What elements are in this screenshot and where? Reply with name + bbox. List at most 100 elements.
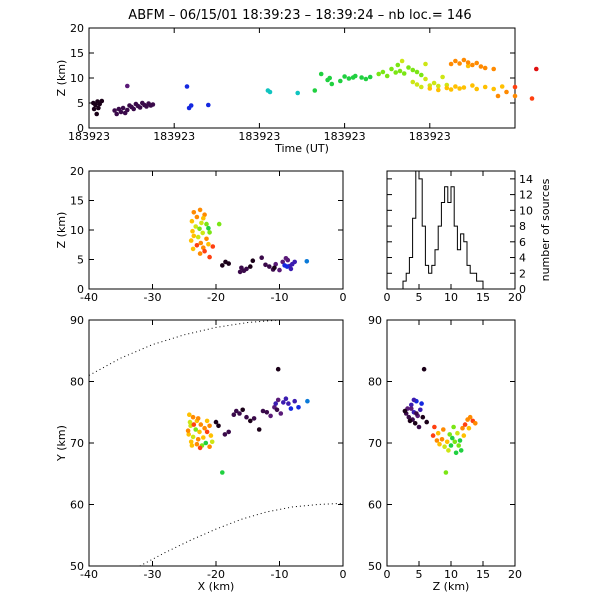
source-point (195, 416, 201, 421)
source-point (444, 85, 450, 91)
source-point (200, 230, 205, 236)
source-point (267, 264, 272, 269)
plot-frame (88, 27, 516, 129)
source-point (190, 414, 196, 420)
source-point (189, 443, 195, 448)
range-ring-curve (88, 319, 280, 376)
source-point (397, 68, 403, 74)
source-point (264, 410, 270, 415)
source-point (213, 419, 219, 425)
source-point (467, 414, 473, 420)
source-point (423, 76, 428, 82)
y-tick-label: 70 (70, 437, 84, 450)
source-point (295, 90, 301, 96)
source-point (268, 413, 273, 419)
source-point (275, 366, 281, 372)
x-tick-label: 10 (444, 291, 458, 304)
source-point (197, 251, 203, 256)
source-point (423, 61, 428, 67)
source-point (209, 439, 215, 445)
x-tick-label: 0 (384, 291, 391, 304)
source-point (448, 61, 454, 67)
source-point (187, 419, 193, 425)
source-point (448, 87, 454, 92)
source-point (207, 444, 212, 450)
figure-title: ABFM – 06/15/01 18:39:23 – 18:39:24 – nb… (128, 8, 471, 23)
source-point (456, 443, 462, 448)
x-tick-label: 0 (384, 568, 391, 581)
source-point (359, 75, 364, 80)
x-tick-label: 15 (476, 291, 490, 304)
source-point (292, 398, 298, 404)
y-tick-label: 2 (519, 267, 526, 280)
x-tick-label: 183923 (153, 130, 195, 143)
source-point (204, 221, 209, 227)
source-point (216, 423, 221, 429)
source-point (96, 105, 101, 111)
source-point (412, 421, 418, 426)
plot-frame (386, 319, 516, 567)
source-point (407, 418, 413, 424)
source-point (416, 424, 422, 430)
source-point (393, 70, 399, 75)
source-point (327, 75, 333, 81)
source-point (199, 220, 204, 226)
y-tick-label: 50 (70, 560, 84, 573)
source-point (452, 439, 458, 445)
source-point (443, 470, 449, 475)
source-point (401, 71, 407, 76)
source-point (434, 438, 440, 443)
x-tick-label: 15 (476, 568, 490, 581)
y-axis-label: number of sources (539, 178, 552, 281)
source-point (512, 84, 518, 90)
z-y-panel: 0 5 10 15 20 50 60 70 80 90 Z (km) (368, 314, 522, 593)
source-point (420, 414, 426, 420)
source-point (210, 244, 216, 249)
source-point (189, 218, 195, 224)
source-point (491, 66, 497, 72)
y-tick-label: 5 (77, 97, 84, 110)
source-point (191, 210, 197, 215)
source-point (534, 66, 539, 72)
source-point (473, 421, 478, 426)
source-point (363, 76, 369, 82)
source-point (194, 243, 200, 248)
x-tick-label: 183923 (409, 130, 451, 143)
x-axis-label: Time (UT) (274, 142, 329, 155)
source-point (188, 238, 194, 243)
source-point (277, 267, 282, 273)
source-point (186, 105, 192, 111)
source-point (367, 74, 373, 80)
time-height-panel: 183923 183923 183923 183923 18392305101520Ti… (55, 22, 539, 155)
source-point (329, 81, 335, 87)
source-point (409, 406, 414, 411)
y-tick-label: 6 (519, 236, 526, 249)
source-point (495, 93, 501, 99)
source-point (274, 407, 280, 413)
source-point (208, 433, 214, 438)
source-point (461, 85, 467, 90)
source-point (272, 265, 277, 271)
source-point (304, 259, 310, 264)
x-tick-label: 183923 (68, 130, 110, 143)
source-point (206, 102, 211, 108)
y-tick-label: 60 (70, 499, 84, 512)
x-z-panel: -40 -30 -20 -10 0 0 5 10 15 20 Z (km) (55, 165, 347, 304)
source-point (288, 266, 294, 272)
source-point (131, 106, 136, 112)
source-point (137, 105, 143, 110)
source-point (346, 76, 352, 81)
source-point (99, 98, 105, 104)
x-axis-label: Z (km) (433, 580, 470, 593)
source-point (465, 60, 471, 65)
y-axis-label: Z (km) (55, 212, 68, 249)
source-point (248, 264, 253, 269)
y-axis-label: Z (km) (55, 60, 68, 97)
x-tick-label: 183923 (324, 130, 366, 143)
source-point (191, 422, 197, 427)
y-tick-label: 0 (77, 283, 84, 296)
source-point (285, 257, 291, 263)
source-point (204, 236, 209, 242)
source-point (201, 215, 206, 221)
range-ring-curve (139, 502, 344, 567)
